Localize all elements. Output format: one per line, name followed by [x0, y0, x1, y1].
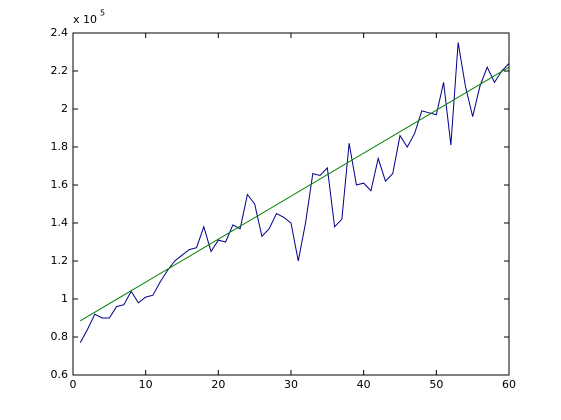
y-tick-label: 0.8	[51, 330, 69, 343]
x-tick-label: 50	[429, 378, 443, 391]
y-tick-label: 2.4	[51, 26, 69, 39]
x-tick-label: 60	[502, 378, 516, 391]
y-scale-label: x 10	[73, 13, 97, 26]
data-line	[80, 66, 510, 322]
x-tick-label: 0	[70, 378, 77, 391]
x-tick-label: 20	[211, 378, 225, 391]
y-tick-label: 1	[61, 292, 68, 305]
y-tick-label: 1.6	[51, 178, 69, 191]
y-tick-label: 2	[61, 102, 68, 115]
x-tick-label: 10	[139, 378, 153, 391]
y-tick-label: 0.6	[51, 368, 69, 381]
y-scale-exponent: 5	[100, 9, 105, 18]
x-tick-label: 30	[284, 378, 298, 391]
y-tick-label: 1.2	[51, 254, 69, 267]
y-tick-label: 1.8	[51, 140, 69, 153]
y-tick-label: 1.4	[51, 216, 69, 229]
plot-area	[72, 32, 510, 376]
x-tick-label: 40	[357, 378, 371, 391]
y-tick-label: 2.2	[51, 64, 69, 77]
